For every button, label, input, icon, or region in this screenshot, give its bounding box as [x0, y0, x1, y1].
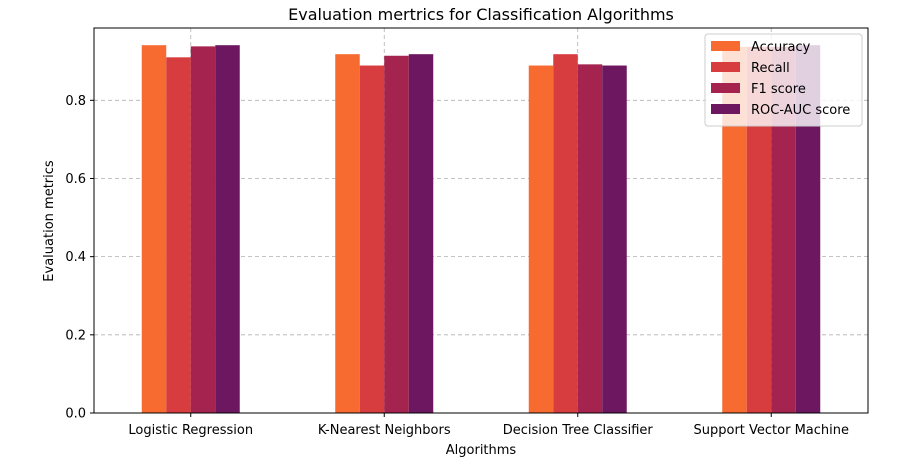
y-tick-label: 0.4: [65, 250, 86, 265]
legend-swatch: [711, 62, 740, 72]
axes-layer: 0.0 0.2 0.4 0.6 0.8 Logistic Regression K-Near…: [65, 94, 849, 438]
y-tick-label: 0.8: [65, 94, 86, 109]
x-tick-label: K-Nearest Neighbors: [318, 423, 451, 438]
bar: [384, 55, 409, 413]
legend: Accuracy Recall F1 score ROC-AUC score: [704, 33, 863, 127]
bar: [602, 65, 627, 414]
bar: [141, 45, 167, 414]
x-tick-label: Decision Tree Classifier: [503, 423, 654, 438]
plot-frame: [93, 27, 869, 414]
bar: [166, 57, 191, 413]
legend-swatch: [711, 83, 740, 93]
bar: [577, 64, 603, 413]
x-axis-label: Algorithms: [446, 443, 517, 458]
legend-swatch: [711, 104, 740, 114]
bar: [215, 45, 240, 414]
bar: [408, 54, 434, 414]
y-tick-label: 0.0: [65, 407, 86, 422]
legend-swatch: [711, 41, 740, 51]
bar: [553, 54, 578, 414]
x-tick-label: Support Vector Machine: [694, 423, 850, 438]
bar: [528, 65, 554, 414]
bar: [335, 54, 360, 414]
legend-label: F1 score: [751, 82, 806, 97]
x-tick-label: Logistic Regression: [128, 423, 253, 438]
y-axis-label: Evaluation metrics: [42, 160, 57, 282]
legend-label: ROC-AUC score: [751, 103, 850, 118]
legend-label: Recall: [751, 61, 790, 76]
bar: [190, 46, 216, 414]
legend-box: [704, 33, 863, 127]
y-tick-label: 0.2: [65, 328, 86, 343]
y-tick-label: 0.6: [65, 172, 86, 187]
chart-title: Evaluation mertrics for Classification A…: [288, 5, 674, 24]
legend-label: Accuracy: [751, 40, 811, 55]
bar: [359, 65, 385, 414]
